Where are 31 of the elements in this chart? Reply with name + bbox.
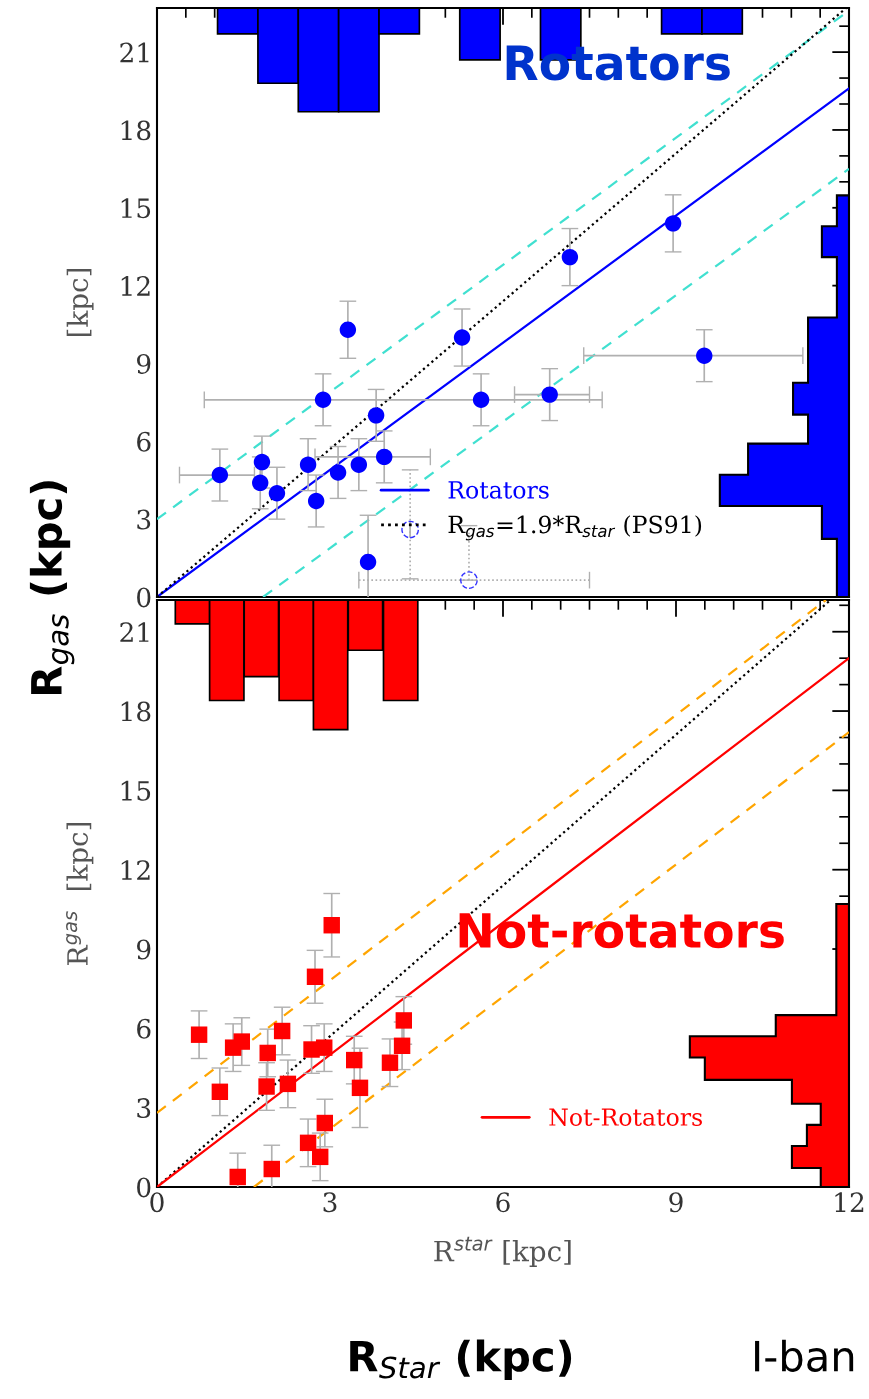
y-tick-label: 0 [137, 587, 151, 608]
y-tick-label: 18 [121, 120, 151, 141]
legend-label: Rotators [448, 481, 549, 499]
y-tick-label: 12 [121, 860, 150, 880]
x-tick-label: 3 [323, 1192, 337, 1213]
text: I-ban [755, 1339, 854, 1372]
y-tick-label: 9 [137, 939, 151, 960]
y-tick-label: 21 [120, 42, 149, 63]
y-tick-label: 3 [137, 509, 151, 530]
y-tick-label: 6 [137, 1018, 151, 1039]
x-tick-label: 12 [835, 1192, 864, 1212]
y-axis-title: [kpc] [66, 268, 94, 337]
x-axis-title: R$^{star}$ [kpc] [434, 1236, 571, 1267]
y-tick-label: 15 [121, 198, 151, 219]
x-tick-label: 9 [669, 1192, 683, 1213]
text: R$_{Star}$ (kpc) [350, 1339, 572, 1380]
x-tick-label: 0 [150, 1192, 164, 1213]
y-axis-title: R$^{gas}$ [kpc] [66, 822, 94, 965]
y-tick-label: 3 [137, 1098, 151, 1119]
annotation: Rotators [506, 45, 730, 81]
y-tick-label: 6 [137, 431, 151, 452]
y-tick-label: 21 [120, 622, 149, 642]
y-tick-label: 15 [121, 780, 151, 801]
y-tick-label: 0 [137, 1177, 151, 1198]
text: R$_{gas}$ (kpc) [29, 481, 75, 694]
legend-label: Not-Rotators [549, 1108, 702, 1126]
legend-label: R$_{gas}$=1.9*R$_{star}$ (PS91) [448, 515, 702, 541]
y-tick-label: 9 [137, 353, 151, 374]
y-tick-label: 12 [121, 276, 150, 296]
y-tick-label: 18 [121, 701, 151, 722]
x-tick-label: 6 [496, 1192, 510, 1213]
